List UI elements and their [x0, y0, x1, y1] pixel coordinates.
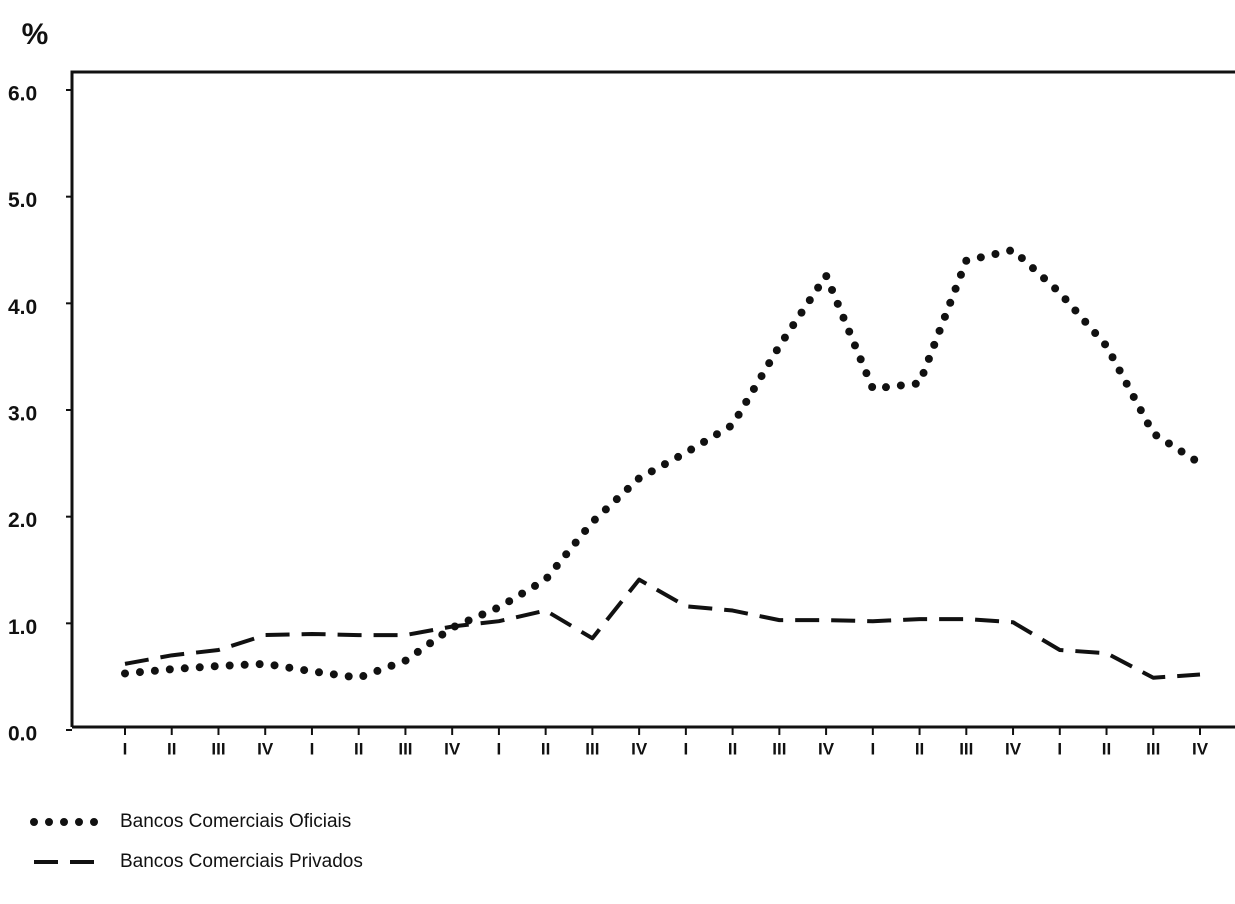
x-tick-label: IV: [257, 739, 274, 758]
y-tick-label: 2.0: [8, 509, 37, 532]
y-tick-label: 3.0: [8, 403, 37, 426]
legend-label: Bancos Comerciais Privados: [120, 851, 363, 872]
x-tick-label: IV: [444, 739, 461, 758]
x-tick-label: IV: [1005, 739, 1022, 758]
x-tick-label: I: [684, 739, 689, 758]
x-tick-label: II: [541, 739, 550, 758]
x-tick-label: I: [1057, 739, 1062, 758]
x-tick-label: IV: [818, 739, 835, 758]
x-tick-label: III: [772, 739, 786, 758]
x-tick-label: II: [728, 739, 737, 758]
y-tick-label: 0.0: [8, 723, 37, 746]
plot-frame: [70, 70, 1235, 729]
y-axis-label: %: [22, 18, 49, 51]
x-tick-label: III: [1146, 739, 1160, 758]
x-tick-label: IV: [631, 739, 648, 758]
x-tick-label: I: [497, 739, 502, 758]
y-tick-label: 5.0: [8, 189, 37, 212]
x-tick-label: III: [398, 739, 412, 758]
series-line: [121, 246, 1204, 682]
x-tick-label: II: [167, 739, 176, 758]
x-tick-label: II: [354, 739, 363, 758]
x-tick-label: III: [211, 739, 225, 758]
y-tick-label: 6.0: [8, 83, 37, 106]
x-tick-label: II: [1102, 739, 1111, 758]
y-tick-label: 1.0: [8, 616, 37, 639]
x-tick-label: I: [870, 739, 875, 758]
x-tick-label: II: [915, 739, 924, 758]
legend-label: Bancos Comerciais Oficiais: [120, 811, 351, 832]
y-tick-label: 4.0: [8, 296, 37, 319]
x-tick-label: III: [959, 739, 973, 758]
x-tick-label: I: [310, 739, 315, 758]
x-tick-label: III: [585, 739, 599, 758]
series-line: [124, 577, 1201, 680]
x-tick-label: IV: [1192, 739, 1209, 758]
x-tick-label: I: [123, 739, 128, 758]
